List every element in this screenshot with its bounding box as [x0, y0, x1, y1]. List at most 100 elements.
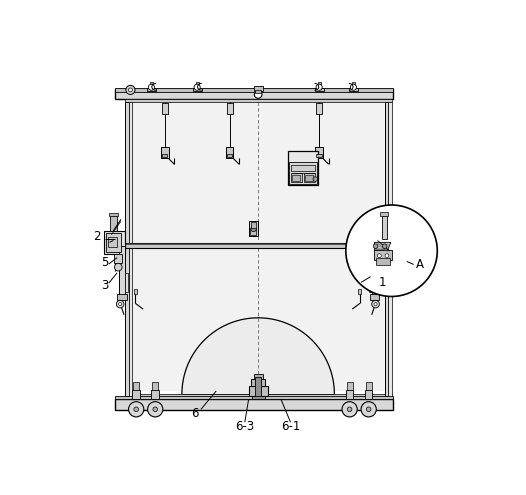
Bar — [125, 99, 391, 102]
Bar — [106, 233, 121, 252]
Circle shape — [374, 302, 377, 305]
Bar — [289, 162, 317, 184]
Circle shape — [194, 84, 200, 90]
Bar — [151, 390, 159, 399]
Bar — [161, 103, 168, 113]
Bar — [115, 88, 393, 92]
Circle shape — [134, 407, 138, 411]
Bar — [370, 294, 379, 299]
Circle shape — [148, 84, 155, 90]
Bar — [373, 250, 392, 259]
Bar — [304, 173, 315, 182]
Circle shape — [347, 407, 352, 411]
Bar — [380, 212, 388, 216]
Circle shape — [128, 401, 144, 417]
Bar — [316, 103, 322, 113]
Bar — [366, 382, 372, 390]
Bar — [255, 377, 261, 399]
Bar — [249, 221, 258, 236]
Text: 6-1: 6-1 — [281, 420, 300, 433]
Bar — [128, 102, 132, 396]
Bar — [125, 243, 391, 244]
Bar — [251, 379, 265, 386]
Bar — [109, 213, 118, 216]
Bar — [196, 82, 199, 89]
Bar — [254, 374, 262, 379]
Bar — [318, 82, 321, 89]
Bar — [115, 254, 122, 263]
Bar — [115, 89, 393, 99]
Bar — [292, 175, 300, 181]
Text: 5: 5 — [101, 256, 108, 269]
Text: 6-3: 6-3 — [235, 420, 255, 433]
Bar — [250, 228, 256, 235]
Bar — [389, 102, 391, 396]
Bar — [134, 289, 137, 294]
Bar — [133, 382, 139, 390]
Bar — [152, 382, 158, 390]
Bar — [315, 147, 323, 158]
Bar — [147, 88, 156, 91]
Circle shape — [382, 244, 387, 248]
Bar — [347, 382, 352, 390]
Bar — [193, 88, 202, 91]
Bar — [133, 390, 140, 399]
Circle shape — [367, 407, 371, 411]
Bar — [317, 153, 322, 157]
Bar — [226, 147, 234, 158]
Bar — [291, 173, 301, 182]
Circle shape — [255, 91, 262, 99]
Bar — [305, 175, 312, 181]
Bar — [369, 273, 372, 292]
Bar — [376, 258, 390, 265]
Circle shape — [126, 85, 135, 95]
Bar — [358, 289, 361, 294]
Circle shape — [313, 177, 318, 181]
Text: A: A — [416, 258, 424, 271]
Bar — [110, 216, 117, 231]
Bar — [115, 396, 393, 399]
Bar — [372, 246, 378, 296]
Bar — [382, 216, 387, 239]
Bar — [346, 390, 353, 399]
Circle shape — [251, 226, 256, 232]
Circle shape — [385, 254, 389, 257]
Text: 1: 1 — [378, 276, 386, 289]
Circle shape — [346, 205, 437, 297]
Bar — [385, 102, 389, 396]
Bar — [288, 151, 318, 185]
Circle shape — [116, 300, 124, 308]
Polygon shape — [182, 318, 335, 394]
Bar — [227, 153, 232, 157]
Text: 6: 6 — [191, 406, 199, 420]
Polygon shape — [375, 243, 391, 250]
Bar — [227, 103, 232, 113]
Bar — [254, 86, 262, 91]
Bar — [349, 88, 358, 91]
Bar — [251, 396, 265, 399]
Bar — [291, 165, 315, 171]
Circle shape — [361, 401, 376, 417]
Circle shape — [378, 254, 381, 257]
Bar — [104, 231, 125, 254]
Circle shape — [119, 302, 122, 305]
Bar — [125, 394, 391, 396]
Bar — [352, 82, 355, 89]
Text: 3: 3 — [101, 279, 108, 292]
Bar — [161, 147, 168, 158]
Bar — [315, 88, 323, 91]
Bar — [162, 153, 167, 157]
Bar — [125, 90, 391, 391]
Bar — [125, 243, 391, 248]
Bar — [115, 399, 393, 410]
Circle shape — [372, 300, 379, 308]
Bar — [125, 102, 128, 396]
Circle shape — [148, 401, 163, 417]
Circle shape — [128, 88, 133, 92]
Bar — [125, 273, 128, 292]
Bar — [119, 246, 125, 296]
Circle shape — [316, 84, 322, 90]
Bar — [249, 386, 268, 396]
Circle shape — [373, 244, 378, 248]
Circle shape — [115, 263, 122, 271]
